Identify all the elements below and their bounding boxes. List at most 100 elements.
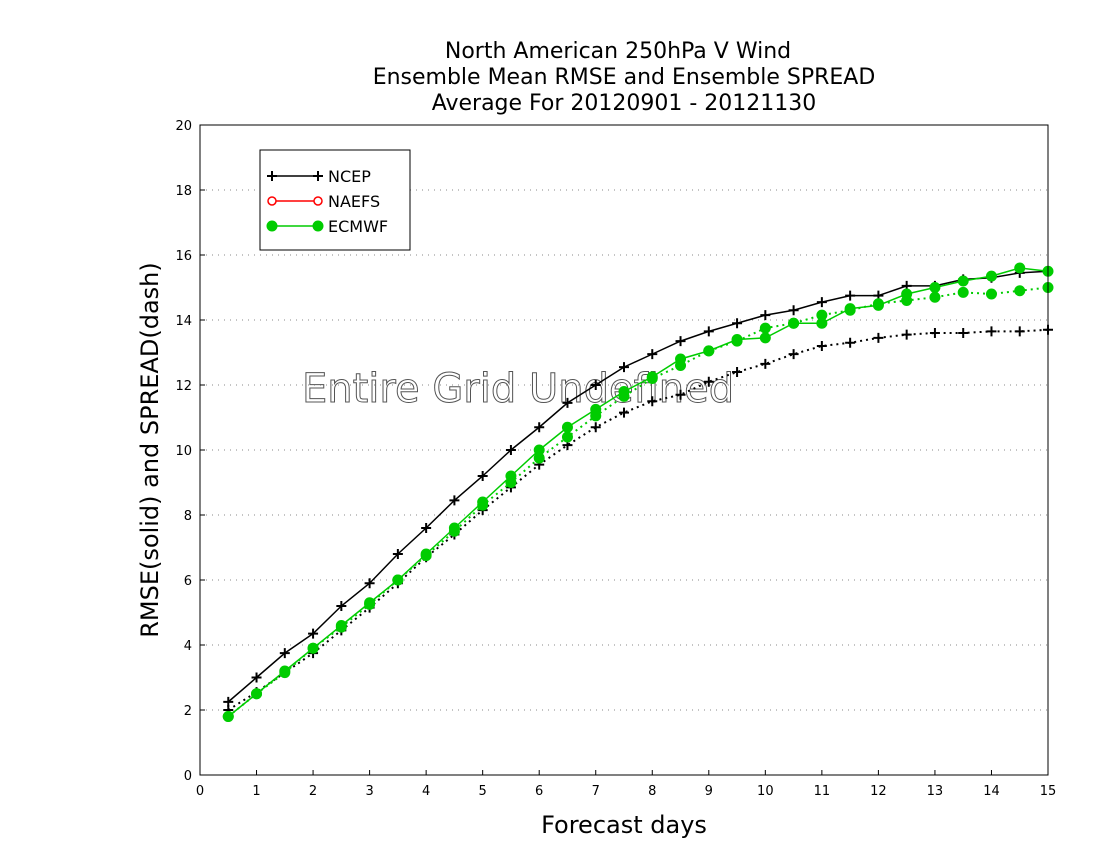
ncep-rmse-point [364, 578, 375, 589]
ecmwf-rmse-point [590, 403, 602, 415]
chart-title-line-1: North American 250hPa V Wind [445, 39, 791, 64]
ncep-rmse-point [477, 471, 488, 481]
ncep-spread-point [1014, 326, 1025, 337]
grid-lines [200, 189, 1048, 711]
ecmwf-rmse-point [844, 303, 856, 315]
ecmwf-rmse-point [703, 345, 715, 357]
ecmwf-rmse-point [251, 688, 263, 700]
ecmwf-rmse-point [816, 317, 828, 329]
ncep-spread-line [227, 328, 1049, 711]
ncep-rmse-line [227, 270, 1049, 703]
watermark-text: Entire Grid Undefined [302, 366, 734, 412]
series-layer [222, 262, 1054, 722]
ecmwf-rmse-point [505, 470, 517, 482]
ecmwf-rmse-point [646, 371, 658, 383]
y-tick-label: 14 [175, 314, 192, 329]
x-tick-label: 13 [927, 784, 944, 799]
ecmwf-rmse-point [618, 386, 630, 397]
ecmwf-rmse-point [307, 642, 319, 654]
x-tick-label: 7 [592, 784, 600, 799]
legend-box [259, 149, 411, 251]
x-tick-label: 3 [365, 784, 373, 799]
legend-label-ecmwf: ECMWF [328, 217, 388, 236]
ncep-rmse-point [308, 628, 319, 639]
ecmwf-rmse-point [335, 620, 347, 631]
ecmwf-rmse-point [957, 275, 969, 287]
ecmwf-rmse-point [929, 282, 941, 293]
legend-label-ncep: NCEP [328, 167, 371, 186]
ecmwf-rmse-point [477, 496, 489, 508]
y-tick-label: 0 [184, 769, 192, 784]
ecmwf-rmse-point [1014, 262, 1026, 274]
x-tick-label: 6 [535, 784, 543, 799]
legend-label-naefs: NAEFS [328, 192, 380, 211]
ecmwf-rmse-point [788, 317, 800, 329]
ncep-spread-point [929, 328, 940, 338]
ncep-rmse-point [223, 696, 234, 707]
y-axis-label: RMSE(solid) and SPREAD(dash) [136, 262, 164, 638]
x-tick-label: 15 [1040, 784, 1057, 799]
ncep-rmse-point [590, 380, 601, 390]
ecmwf-rmse-point [392, 574, 404, 586]
x-tick-label: 5 [479, 784, 487, 799]
ncep-spread-point [647, 396, 658, 407]
x-tick-label: 11 [814, 784, 831, 799]
legend-marker-ecmwf [312, 220, 324, 232]
y-tick-label: 20 [175, 119, 192, 134]
ncep-rmse-point [392, 549, 403, 559]
y-tick-label: 2 [184, 704, 192, 719]
y-tick-label: 4 [184, 639, 192, 654]
legend-marker-ncep [267, 171, 277, 181]
ncep-rmse-point [619, 362, 629, 373]
ncep-rmse-point [421, 523, 432, 533]
ecmwf-spread-point [929, 291, 941, 303]
chart-title: North American 250hPa V Wind Ensemble Me… [373, 39, 876, 116]
ecmwf-rmse-point [731, 334, 743, 345]
ncep-rmse-point [647, 349, 658, 360]
watermark-group: Entire Grid Undefined [302, 366, 735, 413]
ecmwf-rmse-point [759, 332, 771, 344]
ecmwf-rmse-point [448, 522, 460, 534]
ncep-spread-point [590, 422, 601, 433]
legend-marker-ncep [313, 171, 323, 181]
ncep-rmse-point [505, 445, 516, 455]
ecmwf-rmse-point [901, 288, 913, 300]
legend: NCEP NAEFS ECMWF [259, 149, 411, 251]
x-tick-label: 4 [422, 784, 430, 799]
x-tick-label: 12 [870, 784, 887, 799]
legend-marker-ecmwf [266, 220, 278, 232]
ncep-spread-point [703, 376, 714, 387]
ecmwf-rmse-point [364, 597, 376, 609]
ncep-spread-point [675, 389, 686, 400]
y-tick-label: 12 [175, 379, 192, 394]
ncep-rmse-point [251, 672, 262, 683]
x-tick-label: 9 [705, 784, 713, 799]
x-axis-label: Forecast days [541, 811, 707, 839]
ncep-spread-point [958, 328, 969, 338]
y-tick-label: 16 [175, 249, 192, 264]
ecmwf-spread-point [1014, 285, 1026, 297]
ncep-rmse-point [816, 297, 827, 308]
ecmwf-rmse-point [533, 444, 545, 456]
chart-title-line-3: Average For 20120901 - 20121130 [432, 91, 817, 116]
ncep-rmse-point [788, 305, 799, 316]
ncep-rmse-point [703, 326, 714, 337]
ecmwf-spread-line [227, 286, 1049, 718]
ncep-rmse-point [534, 422, 545, 433]
ncep-spread-point [788, 349, 799, 360]
y-tick-label: 10 [175, 444, 192, 459]
x-tick-label: 10 [757, 784, 774, 799]
ecmwf-rmse-point [420, 548, 432, 560]
x-tick-label: 14 [983, 784, 1000, 799]
ncep-rmse-point [845, 290, 856, 301]
ecmwf-spread-point [957, 286, 969, 298]
y-tick-label: 6 [184, 574, 192, 589]
x-tick-label: 2 [309, 784, 317, 799]
x-tick-label: 0 [196, 784, 204, 799]
ncep-spread-point [901, 329, 912, 340]
ncep-rmse-point [675, 336, 686, 347]
x-tick-label: 8 [648, 784, 656, 799]
ecmwf-rmse-point [561, 421, 573, 433]
ecmwf-spread-point [561, 431, 573, 443]
